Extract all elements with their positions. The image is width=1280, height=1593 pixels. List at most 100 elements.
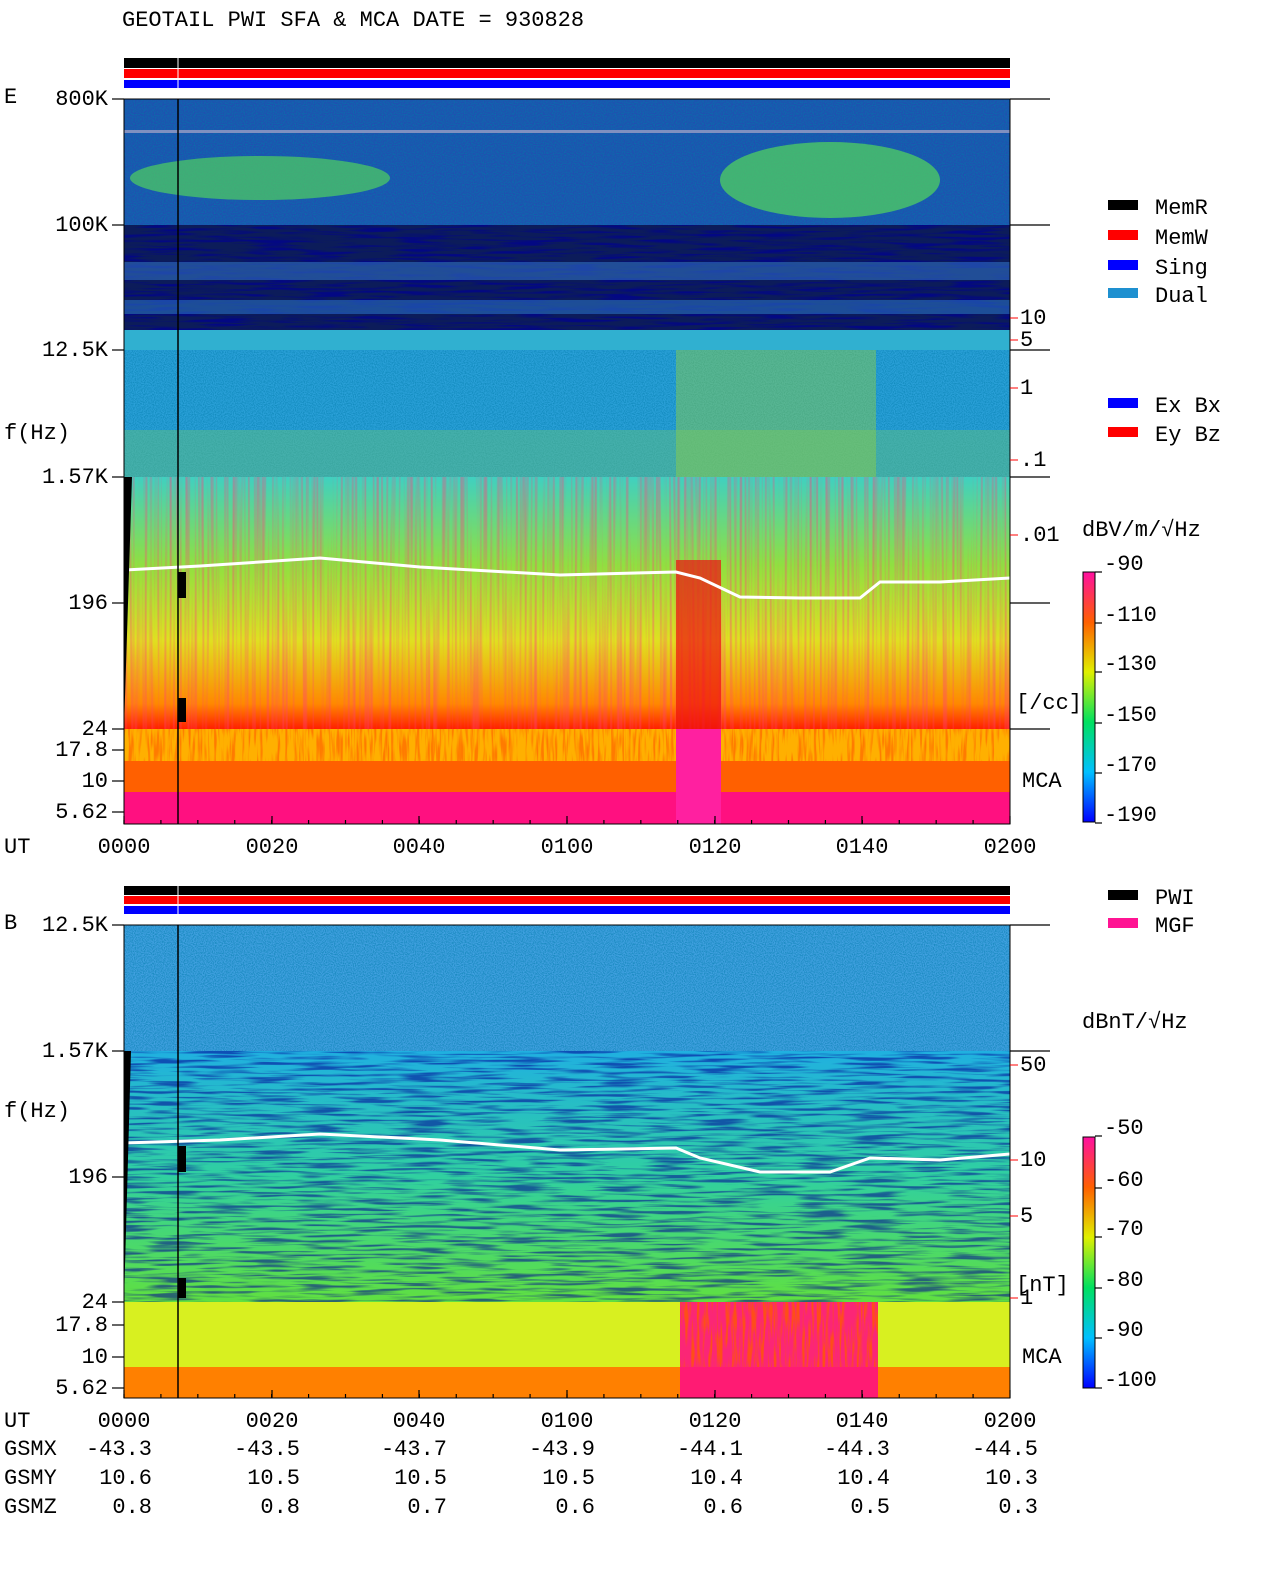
y-tick-label: 196 — [68, 591, 108, 616]
legend-swatch — [1108, 230, 1138, 240]
y-tick-label: 196 — [68, 1165, 108, 1190]
orbit-value: 10.5 — [247, 1466, 300, 1491]
mca-label: MCA — [1022, 1345, 1062, 1370]
orbit-value: 10.5 — [394, 1466, 447, 1491]
colorbar-tick-label: -70 — [1104, 1217, 1144, 1242]
panel-label: B — [4, 911, 17, 936]
orbit-value: 0.7 — [407, 1495, 447, 1520]
density-tick-label: 50 — [1020, 1053, 1046, 1078]
orbit-value: 0.6 — [703, 1495, 743, 1520]
x-tick-label: 0120 — [689, 1409, 742, 1434]
density-tick-label: .01 — [1020, 523, 1060, 548]
y-tick-label: 17.8 — [55, 1313, 108, 1338]
x-tick-label: 0140 — [836, 835, 889, 860]
colorbar-tick-label: -100 — [1104, 1368, 1157, 1393]
x-tick-label: 0000 — [98, 835, 151, 860]
legend-label: MemR — [1155, 196, 1208, 221]
y-tick-label: 800K — [55, 87, 109, 112]
legend-swatch — [1108, 398, 1138, 408]
b-spectrogram — [123, 924, 1011, 1399]
density-tick-label: 5 — [1020, 328, 1033, 353]
colorbar — [1082, 571, 1096, 823]
density-tick-label: 10 — [1020, 1148, 1046, 1173]
legend-label: MemW — [1155, 226, 1209, 251]
y-tick-label: 10 — [82, 1345, 108, 1370]
legend-label: MGF — [1155, 914, 1195, 939]
colorbar-title: dBnT/√Hz — [1082, 1010, 1188, 1035]
y-tick-label: 10 — [82, 769, 108, 794]
y-tick-label: 12.5K — [42, 913, 109, 938]
orbit-value: 10.3 — [985, 1466, 1038, 1491]
y-tick-label: 100K — [55, 213, 109, 238]
y-tick-label: 12.5K — [42, 338, 109, 363]
colorbar-tick-label: -130 — [1104, 652, 1157, 677]
orbit-value: 0.6 — [555, 1495, 595, 1520]
time-axis-label: UT — [4, 1409, 30, 1434]
orbit-value: 0.8 — [112, 1495, 152, 1520]
y-tick-label: 5.62 — [55, 800, 108, 825]
orbit-value: -44.1 — [677, 1437, 743, 1462]
title: GEOTAIL PWI SFA & MCA DATE = 930828 — [122, 8, 584, 33]
orbit-value: 0.3 — [998, 1495, 1038, 1520]
density-tick-label: 10 — [1020, 306, 1046, 331]
orbit-label: GSMY — [4, 1466, 57, 1491]
density-tick-label: 1 — [1020, 376, 1033, 401]
orbit-value: 0.5 — [850, 1495, 890, 1520]
x-tick-label: 0040 — [393, 1409, 446, 1434]
orbit-value: 10.4 — [690, 1466, 743, 1491]
legend-swatch — [1108, 260, 1138, 270]
x-tick-label: 0140 — [836, 1409, 889, 1434]
x-tick-label: 0200 — [984, 1409, 1037, 1434]
colorbar-title: dBV/m/√Hz — [1082, 518, 1201, 543]
legend-swatch — [1108, 918, 1138, 928]
colorbar-tick-label: -170 — [1104, 753, 1157, 778]
legend-swatch — [1108, 890, 1138, 900]
y-tick-label: 24 — [82, 717, 108, 742]
colorbar-tick-label: -60 — [1104, 1168, 1144, 1193]
y-tick-label: 24 — [82, 1290, 108, 1315]
orbit-value: -44.3 — [824, 1437, 890, 1462]
colorbar-tick-label: -50 — [1104, 1116, 1144, 1141]
orbit-value: 10.6 — [99, 1466, 152, 1491]
orbit-value: -44.5 — [972, 1437, 1038, 1462]
legend-label: Ey Bz — [1155, 423, 1221, 448]
colorbar-tick-label: -90 — [1104, 552, 1144, 577]
time-axis-label: UT — [4, 835, 30, 860]
orbit-value: -43.5 — [234, 1437, 300, 1462]
x-tick-label: 0020 — [246, 1409, 299, 1434]
orbit-value: -43.9 — [529, 1437, 595, 1462]
y-tick-label: 1.57K — [42, 465, 109, 490]
x-tick-label: 0020 — [246, 835, 299, 860]
x-tick-label: 0120 — [689, 835, 742, 860]
density-unit: [nT] — [1016, 1273, 1069, 1298]
colorbar — [1082, 1136, 1096, 1389]
legend-label: Ex Bx — [1155, 394, 1221, 419]
x-tick-label: 0200 — [984, 835, 1037, 860]
colorbar-tick-label: -110 — [1104, 603, 1157, 628]
panel-label: E — [4, 85, 17, 110]
density-tick-label: .1 — [1020, 448, 1046, 473]
status-bars — [124, 58, 1010, 925]
orbit-label: GSMZ — [4, 1495, 57, 1520]
y-tick-label: 17.8 — [55, 738, 108, 763]
e-spectrogram — [123, 98, 1011, 825]
mca-label: MCA — [1022, 769, 1062, 794]
x-tick-label: 0100 — [541, 835, 594, 860]
x-tick-label: 0100 — [541, 1409, 594, 1434]
density-tick-label: 5 — [1020, 1204, 1033, 1229]
y-axis-title: f(Hz) — [4, 1099, 70, 1124]
density-unit: [/cc] — [1016, 691, 1082, 716]
colorbar-tick-label: -190 — [1104, 803, 1157, 828]
colorbar-tick-label: -80 — [1104, 1268, 1144, 1293]
legend-swatch — [1108, 200, 1138, 210]
orbit-value: 10.4 — [837, 1466, 890, 1491]
orbit-value: 10.5 — [542, 1466, 595, 1491]
orbit-value: 0.8 — [260, 1495, 300, 1520]
legend-label: PWI — [1155, 886, 1195, 911]
colorbar-tick-label: -150 — [1104, 703, 1157, 728]
y-axis-title: f(Hz) — [4, 421, 70, 446]
legend-label: Sing — [1155, 256, 1208, 281]
y-tick-label: 1.57K — [42, 1039, 109, 1064]
legend-label: Dual — [1155, 284, 1208, 309]
